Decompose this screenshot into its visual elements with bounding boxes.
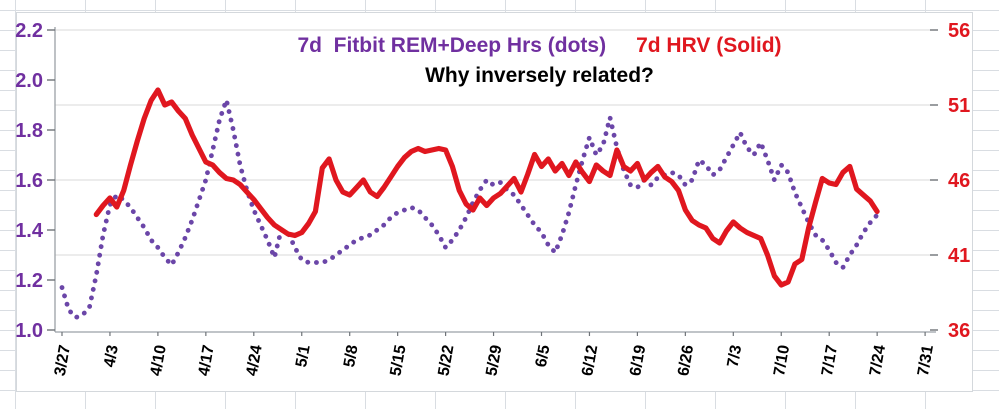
- x-axis-label: 7/24: [867, 344, 889, 378]
- x-axis-label: 7/17: [819, 344, 841, 378]
- x-axis-label: 6/5: [533, 344, 554, 369]
- x-axis-label: 6/19: [627, 344, 649, 378]
- x-axis-label: 4/3: [101, 344, 122, 369]
- x-axis-label: 5/22: [435, 344, 457, 378]
- x-axis-label: 7/3: [725, 344, 746, 369]
- x-axis-label: 5/15: [387, 344, 409, 378]
- x-axis-label: 5/29: [483, 344, 505, 378]
- x-axis-label: 5/8: [341, 344, 362, 369]
- y-axis-label-left: 1.8: [15, 120, 43, 142]
- y-axis-label-left: 1.4: [15, 220, 44, 242]
- series-hrv-solid-line: [93, 87, 880, 288]
- y-axis-label-left: 2.2: [15, 20, 43, 42]
- y-axis-label-right: 51: [948, 95, 970, 117]
- x-axis-label: 4/10: [148, 344, 170, 378]
- y-axis-label-left: 1.2: [15, 270, 43, 292]
- x-axis-label: 5/1: [293, 344, 314, 369]
- x-axis-label: 4/17: [196, 344, 218, 378]
- y-axis-label-right: 56: [948, 20, 970, 42]
- y-axis-label-right: 46: [948, 170, 970, 192]
- x-axis-label: 7/10: [771, 344, 793, 378]
- x-axis-label: 6/12: [579, 344, 601, 378]
- x-axis-label: 7/31: [915, 344, 937, 378]
- y-axis-label-left: 1.0: [15, 320, 43, 342]
- x-axis-label: 3/27: [52, 344, 74, 378]
- x-axis-label: 4/24: [244, 344, 266, 378]
- y-axis-label-right: 36: [948, 320, 970, 342]
- y-axis-label-left: 1.6: [15, 170, 43, 192]
- y-axis-label-left: 2.0: [15, 70, 43, 92]
- y-axis-label-right: 41: [948, 245, 970, 267]
- x-axis-label: 6/26: [675, 344, 697, 378]
